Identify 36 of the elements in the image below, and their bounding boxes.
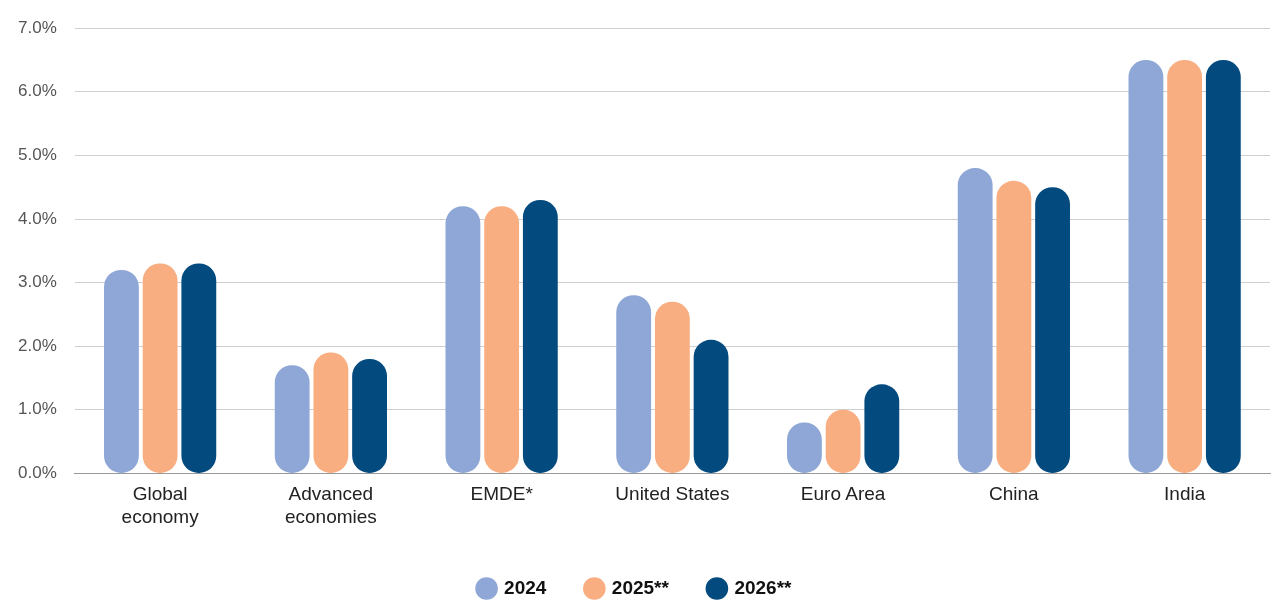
x-tick-label: China	[989, 483, 1040, 505]
bar	[654, 301, 690, 473]
y-tick-label: 1.0%	[18, 399, 57, 419]
bar	[445, 206, 481, 473]
bar	[1128, 60, 1164, 473]
x-tick-label: Euro Area	[800, 483, 886, 505]
bar	[616, 295, 652, 473]
x-tick-label: Advanced economies	[284, 483, 377, 527]
x-tick-label: United States	[615, 483, 730, 505]
y-tick-label: 4.0%	[18, 208, 57, 228]
legend-label: 2024	[504, 576, 547, 598]
bar	[313, 352, 349, 473]
bar	[1167, 60, 1203, 473]
bar	[142, 263, 178, 473]
bar	[104, 269, 139, 473]
y-tick-label: 5.0%	[18, 145, 57, 165]
y-tick-label: 7.0%	[18, 17, 57, 37]
bar	[996, 180, 1032, 473]
bar	[1035, 187, 1070, 473]
bar	[274, 365, 310, 473]
bar	[693, 339, 729, 473]
bar	[1205, 60, 1241, 473]
y-tick-label: 3.0%	[18, 272, 57, 292]
bar	[352, 358, 387, 473]
x-tick-label: India	[1164, 483, 1206, 505]
bar	[484, 206, 520, 473]
legend-label: 2026**	[734, 576, 793, 598]
bar	[522, 199, 558, 473]
y-tick-label: 2.0%	[18, 335, 57, 355]
x-tick-label: Global economy	[121, 483, 200, 527]
bar	[181, 263, 217, 473]
x-tick-label: EMDE*	[470, 483, 534, 505]
y-tick-label: 6.0%	[18, 81, 57, 101]
y-tick-label: 0.0%	[18, 463, 57, 483]
bar	[957, 168, 993, 473]
legend-label: 2025**	[611, 576, 670, 598]
